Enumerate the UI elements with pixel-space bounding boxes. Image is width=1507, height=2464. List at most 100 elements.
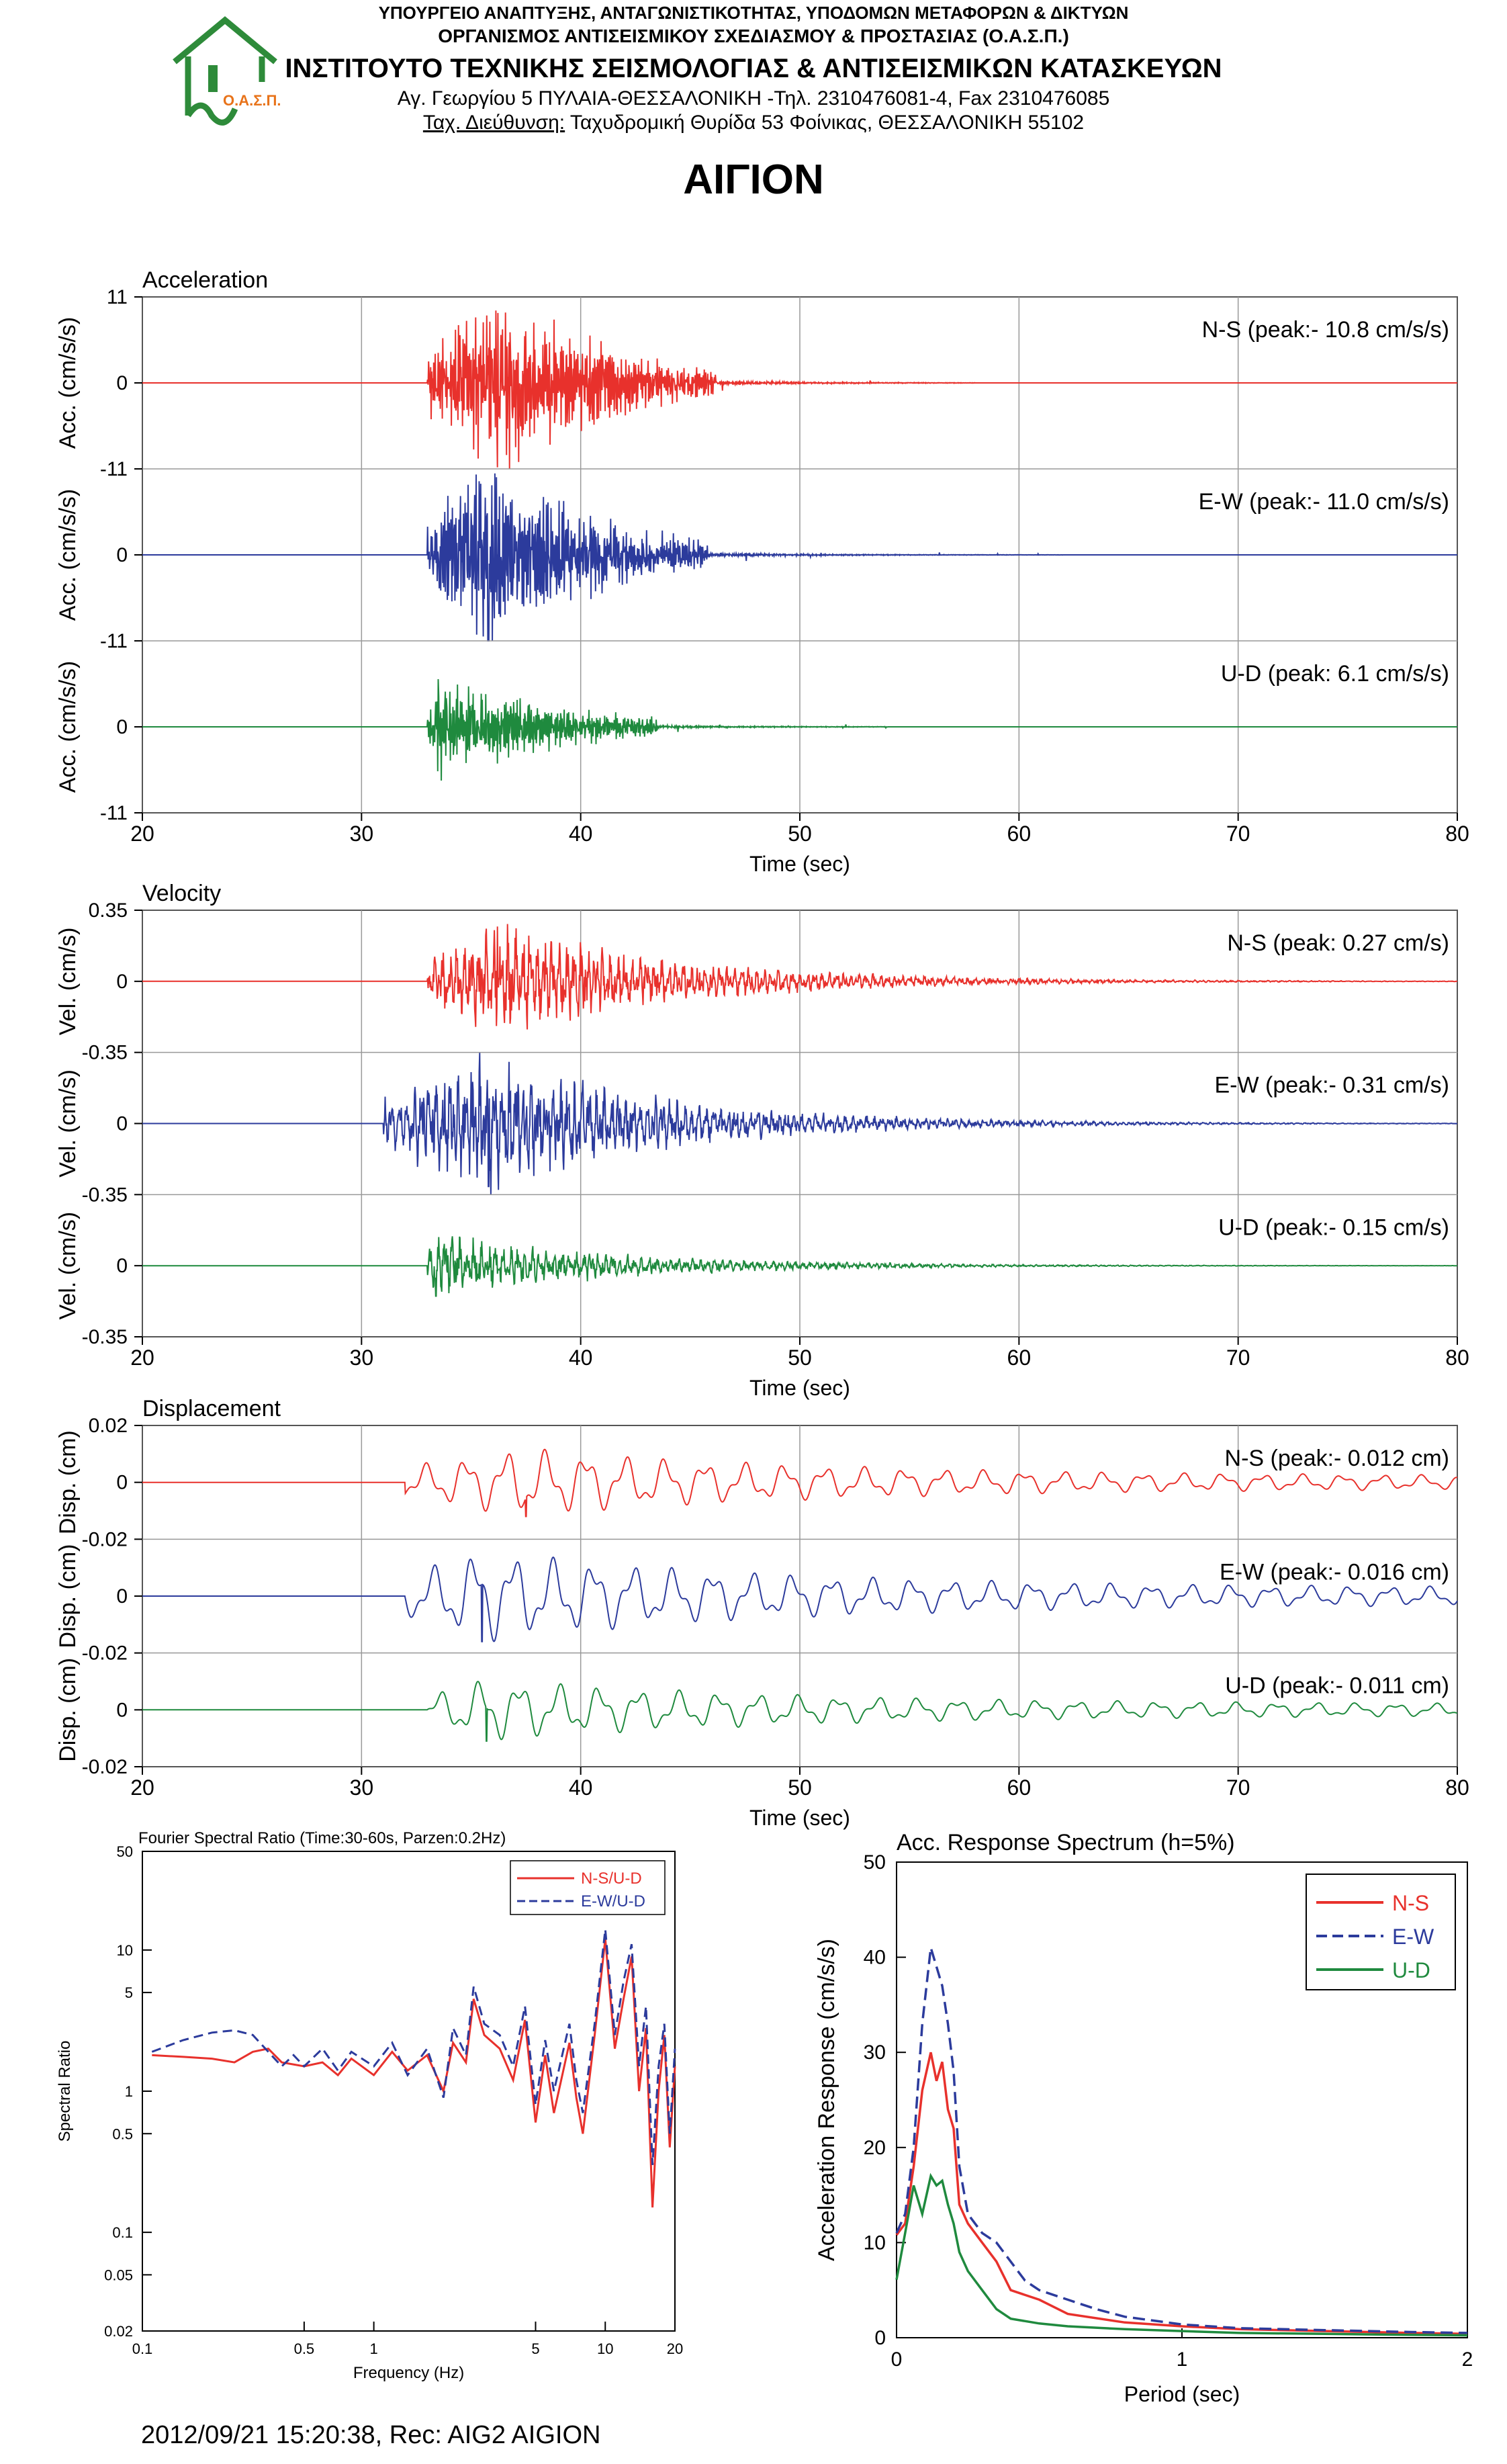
y-tick-label: -0.35 — [82, 1326, 128, 1348]
y-axis-title: Disp. (cm) — [55, 1658, 81, 1762]
y-tick-label: 50 — [864, 1851, 886, 1874]
y-axis-title: Vel. (cm/s) — [55, 1069, 81, 1178]
x-axis-title: Time (sec) — [749, 1376, 850, 1400]
x-tick-label: 0.1 — [132, 2340, 153, 2357]
postal-label: Ταχ. Διεύθυνση: — [422, 112, 565, 134]
y-tick-label: 0 — [116, 372, 128, 394]
y-axis-title: Disp. (cm) — [55, 1544, 81, 1648]
y-tick-label: -0.02 — [82, 1528, 128, 1550]
x-tick-label: 80 — [1445, 822, 1469, 846]
trace-line — [142, 678, 1457, 781]
plot-frame — [142, 1851, 676, 2332]
record-footer: 2012/09/21 15:20:38, Rec: AIG2 AIGION — [141, 2421, 601, 2449]
legend-label: E-W — [1392, 1925, 1434, 1949]
peak-label: N-S (peak:- 0.012 cm) — [1225, 1446, 1449, 1471]
x-tick-label: 70 — [1226, 1346, 1250, 1370]
x-tick-label: 70 — [1226, 822, 1250, 846]
organization-line: ΟΡΓΑΝΙΣΜΟΣ ΑΝΤΙΣΕΙΣΜΙΚΟΥ ΣΧΕΔΙΑΣΜΟΥ & ΠΡ… — [438, 26, 1069, 46]
x-tick-label: 10 — [597, 2340, 613, 2357]
y-tick-label: 5 — [125, 1984, 133, 2001]
peak-label: E-W (peak:- 11.0 cm/s/s) — [1199, 489, 1449, 515]
y-tick-label: -11 — [100, 802, 128, 824]
timeseries-panel-velocity: 20 30 40 50 60 70 80 Time (sec) Velocity 0.35 0 -0.… — [55, 881, 1469, 1400]
y-tick-label: 0 — [116, 1585, 128, 1608]
x-tick-label: 1 — [1177, 2348, 1188, 2371]
legend: N-S E-W U-D — [1306, 1874, 1456, 1990]
station-title: ΑΙΓΙΟΝ — [683, 157, 824, 203]
x-tick-label: 60 — [1007, 1346, 1032, 1370]
y-tick-label: 0 — [116, 1113, 128, 1135]
series-e-w — [895, 1947, 1468, 2334]
chart-title: Fourier Spectral Ratio (Time:30-60s, Par… — [138, 1829, 506, 1847]
panel-title: Velocity — [142, 881, 221, 906]
y-tick-label: -0.02 — [82, 1756, 128, 1778]
peak-label: N-S (peak:- 10.8 cm/s/s) — [1202, 317, 1449, 343]
legend-label: N-S/U-D — [581, 1869, 642, 1888]
logo-text: Ο.Α.Σ.Π. — [223, 92, 281, 109]
trace-n-s — [142, 310, 1457, 470]
y-tick-label: 10 — [117, 1942, 133, 1959]
legend-box — [510, 1860, 666, 1915]
x-tick-label: 40 — [569, 822, 593, 846]
y-axis-title: Disp. (cm) — [55, 1430, 81, 1534]
y-tick-label: 0.05 — [104, 2267, 133, 2283]
series-u-d — [895, 2172, 1468, 2337]
y-tick-label: 0 — [116, 971, 128, 993]
y-tick-label: 10 — [864, 2232, 886, 2254]
oasp-logo: Ο.Α.Σ.Π. — [161, 15, 302, 132]
y-tick-label: 0 — [116, 1255, 128, 1277]
y-axis-title: Vel. (cm/s) — [55, 1212, 81, 1320]
postal-line: Ταχ. Διεύθυνση: Ταχυδρομική Θυρίδα 53 Φο… — [0, 112, 1507, 134]
peak-label: U-D (peak:- 0.011 cm) — [1225, 1673, 1449, 1699]
peak-label: U-D (peak:- 0.15 cm/s) — [1218, 1215, 1449, 1240]
y-tick-label: -11 — [100, 630, 128, 652]
x-tick-label: 40 — [569, 1775, 593, 1800]
x-tick-label: 70 — [1226, 1775, 1250, 1800]
x-tick-label: 0 — [891, 2348, 903, 2371]
y-tick-label: 1 — [125, 2083, 133, 2100]
x-tick-label: 20 — [667, 2340, 683, 2357]
panel-title: Displacement — [142, 1396, 281, 1421]
x-tick-label: 60 — [1007, 1775, 1032, 1800]
trace-line — [142, 1236, 1457, 1297]
trace-u-d — [142, 678, 1457, 781]
y-tick-label: 0.1 — [112, 2224, 133, 2241]
y-tick-label: -0.35 — [82, 1042, 128, 1064]
y-tick-label: 50 — [117, 1843, 133, 1860]
fourier-ratio-chart: Fourier Spectral Ratio (Time:30-60s, Par… — [56, 1829, 683, 2382]
x-tick-label: 30 — [350, 822, 374, 846]
y-tick-label: -0.02 — [82, 1642, 128, 1665]
trace-u-d — [142, 1681, 1458, 1742]
trace-e-w — [142, 1556, 1458, 1642]
trace-line — [142, 473, 1457, 642]
ministry-line: ΥΠΟΥΡΓΕΙΟ ΑΝΑΠΤΥΞΗΣ, ΑΝΤΑΓΩΝΙΣΤΙΚΟΤΗΤΑΣ,… — [378, 3, 1129, 23]
y-tick-label: 0.02 — [89, 1415, 128, 1437]
logo-roof-icon — [173, 16, 277, 64]
y-axis-title: Acc. (cm/s/s) — [55, 489, 81, 621]
x-axis-title: Period (sec) — [1124, 2382, 1240, 2406]
trace-line — [142, 1052, 1458, 1195]
y-axis-title: Acceleration Response (cm/s/s) — [814, 1939, 839, 2261]
x-tick-label: 20 — [130, 822, 154, 846]
response-spectrum-chart: Acc. Response Spectrum (h=5%)0 1 201020304… — [814, 1830, 1473, 2406]
trace-e-w — [142, 473, 1457, 642]
x-tick-label: 0.5 — [294, 2340, 315, 2357]
trace-line — [142, 924, 1458, 1030]
y-tick-label: 0 — [874, 2327, 886, 2349]
trace-line — [142, 1681, 1458, 1742]
x-tick-label: 60 — [1007, 822, 1032, 846]
y-tick-label: -11 — [100, 458, 128, 480]
y-tick-label: 0.02 — [104, 2323, 133, 2340]
trace-e-w — [142, 1052, 1458, 1195]
x-tick-label: 50 — [788, 1346, 812, 1370]
y-tick-label: 0.5 — [112, 2125, 133, 2142]
series-n-s — [895, 2052, 1468, 2336]
address-line: Αγ. Γεωργίου 5 ΠΥΛΑΙΑ-ΘΕΣΣΑΛΟΝΙΚΗ -Τηλ. … — [397, 87, 1110, 109]
y-tick-label: 11 — [107, 286, 128, 308]
y-axis-title: Acc. (cm/s/s) — [55, 661, 81, 793]
x-tick-label: 40 — [569, 1346, 593, 1370]
trace-line — [142, 1448, 1457, 1517]
trace-n-s — [142, 1448, 1457, 1517]
series-e-w-u-d — [151, 1929, 676, 2165]
